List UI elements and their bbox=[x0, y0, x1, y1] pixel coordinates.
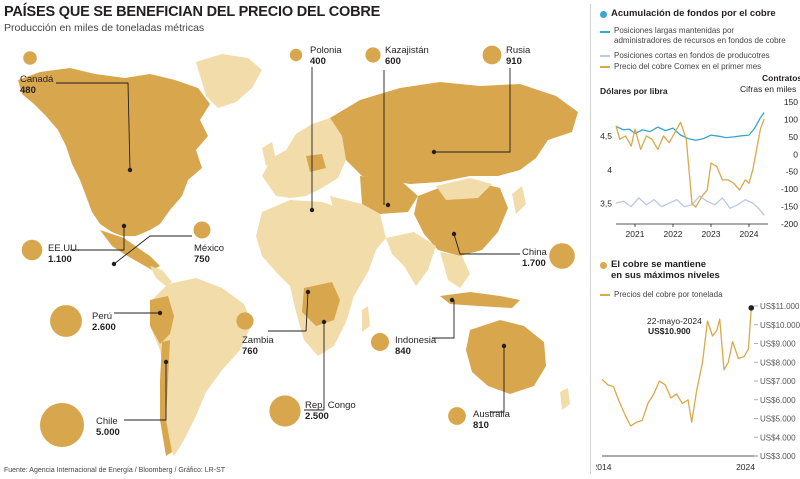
location-dot-per- bbox=[158, 311, 162, 315]
fund-right-tick-label: 50 bbox=[789, 132, 799, 142]
bubble-m-xico bbox=[194, 222, 211, 239]
map-madagascar bbox=[362, 306, 370, 332]
label-canada: Canadá 480 bbox=[20, 74, 53, 96]
location-dot-china bbox=[452, 232, 456, 236]
legend-swatch-short bbox=[600, 55, 610, 57]
fund-series-long bbox=[616, 113, 764, 141]
map-central-america bbox=[150, 266, 172, 286]
location-dot-zambia bbox=[306, 290, 310, 294]
location-dot-ee-uu- bbox=[122, 224, 126, 228]
fund-panel-title: Acumulación de fondos por el cobre bbox=[611, 8, 776, 19]
leader-line-chile bbox=[124, 362, 166, 420]
bubble-canad- bbox=[23, 51, 37, 65]
price-x-tick-label: 2014 bbox=[596, 462, 612, 472]
fund-chart: 2021 2022 2023 2024 3,5 4 4,5 150 100 50 0 -50 -100 -… bbox=[596, 94, 800, 250]
bubble-australia bbox=[448, 407, 466, 425]
label-eeuu: EE.UU. 1.100 bbox=[48, 243, 80, 265]
price-y-tick-label: US$5.000 bbox=[760, 415, 796, 424]
bubble-chile bbox=[40, 403, 84, 447]
map-new-zealand bbox=[560, 388, 570, 410]
source-note: Fuente: Agencia Internacional de Energía… bbox=[4, 467, 225, 474]
label-mexico: México 750 bbox=[194, 243, 224, 265]
legend-swatch-copper bbox=[600, 294, 610, 296]
location-dot-m-xico bbox=[112, 262, 116, 266]
location-dot-indonesia bbox=[450, 298, 454, 302]
label-chile: Chile 5.000 bbox=[96, 416, 120, 438]
label-indonesia: Indonesia 840 bbox=[395, 335, 436, 357]
fund-left-tick-label: 4 bbox=[607, 165, 612, 175]
location-dot-rep-congo bbox=[322, 320, 326, 324]
bubble-indonesia bbox=[371, 333, 389, 351]
world-map bbox=[0, 0, 590, 479]
location-dot-polonia bbox=[310, 208, 314, 212]
bubble-ee-uu- bbox=[22, 240, 43, 261]
fund-x-tick-label: 2022 bbox=[664, 229, 683, 239]
price-x-tick-label: 2024 bbox=[736, 462, 755, 472]
bubble-per- bbox=[50, 305, 82, 337]
label-china: China 1.700 bbox=[522, 247, 547, 269]
label-zambia: Zambia 760 bbox=[242, 335, 274, 357]
price-y-tick-label: US$7.000 bbox=[760, 377, 796, 386]
legend-swatch-price bbox=[600, 66, 610, 68]
label-peru: Perú 2.600 bbox=[92, 311, 116, 333]
leader-line-indonesia bbox=[432, 300, 454, 338]
legend-label-short: Posiciones cortas en fondos de producotr… bbox=[614, 51, 770, 61]
fund-series-short bbox=[616, 196, 764, 215]
bubble-kazajist-n bbox=[365, 47, 380, 62]
fund-x-tick-label: 2023 bbox=[702, 229, 721, 239]
fund-x-tick-label: 2024 bbox=[740, 229, 759, 239]
panel-divider bbox=[590, 4, 591, 474]
price-series-line bbox=[602, 308, 751, 426]
location-dot-chile bbox=[164, 360, 168, 364]
bubble-polonia bbox=[290, 49, 302, 61]
bubble-china bbox=[549, 243, 575, 269]
legend-label-price: Precio del cobre Comex en el primer mes bbox=[614, 62, 761, 72]
map-australia bbox=[466, 320, 546, 394]
map-russia bbox=[330, 82, 578, 184]
label-polonia: Polonia 400 bbox=[310, 45, 342, 67]
bubble-zambia bbox=[236, 312, 253, 329]
label-australia: Australia 810 bbox=[473, 409, 510, 431]
price-y-tick-label: US$4.000 bbox=[760, 433, 796, 442]
price-annotation-dot bbox=[748, 305, 754, 311]
price-chart: 2014 2024 US$3.000 US$4.000 US$5.000 US$6.000… bbox=[596, 298, 800, 476]
price-y-tick-label: US$9.000 bbox=[760, 340, 796, 349]
fund-legend-dot-icon bbox=[600, 11, 607, 18]
fund-right-tick-label: -100 bbox=[781, 184, 798, 194]
fund-right-tick-label: -200 bbox=[781, 219, 798, 229]
location-dot-kazajist-n bbox=[386, 203, 390, 207]
label-kazajistan: Kazajistán 600 bbox=[385, 45, 429, 67]
location-dot-rusia bbox=[432, 150, 436, 154]
label-rusia: Rusia 910 bbox=[506, 45, 530, 67]
fund-right-tick-label: -150 bbox=[781, 202, 798, 212]
price-panel-title-line1: El cobre se mantiene bbox=[611, 259, 706, 270]
legend-label-long: Posiciones largas mantenidas por adminis… bbox=[614, 26, 792, 45]
price-y-tick-label: US$3.000 bbox=[760, 452, 796, 461]
fund-right-tick-label: -50 bbox=[786, 167, 799, 177]
price-legend-dot-icon bbox=[600, 262, 607, 269]
price-y-tick-label: US$6.000 bbox=[760, 396, 796, 405]
location-dot-australia bbox=[502, 344, 506, 348]
fund-right-tick-label: 100 bbox=[784, 114, 798, 124]
right-axis-label: Contratos bbox=[762, 73, 800, 83]
location-dot-canad- bbox=[128, 168, 132, 172]
map-se-asia bbox=[440, 252, 470, 288]
price-y-tick-label: US$10.000 bbox=[760, 321, 800, 330]
fund-right-tick-label: 0 bbox=[793, 149, 798, 159]
map-india-se-asia bbox=[386, 232, 436, 286]
legend-swatch-long bbox=[600, 31, 610, 33]
bubble-rep-congo bbox=[269, 395, 300, 426]
bubble-rusia bbox=[483, 46, 502, 65]
right-axis-sublabel: Cifras en miles bbox=[740, 84, 796, 94]
price-y-tick-label: US$8.000 bbox=[760, 358, 796, 367]
fund-left-tick-label: 4,5 bbox=[600, 131, 612, 141]
fund-x-tick-label: 2021 bbox=[626, 229, 645, 239]
price-panel-title-line2: en sus máximos niveles bbox=[611, 270, 720, 281]
fund-right-tick-label: 150 bbox=[784, 97, 798, 107]
price-y-tick-label: US$11.000 bbox=[760, 302, 800, 311]
fund-left-tick-label: 3,5 bbox=[600, 199, 612, 209]
label-rep-congo: Rep. Congo 2.500 bbox=[305, 400, 356, 422]
map-japan bbox=[512, 186, 526, 214]
